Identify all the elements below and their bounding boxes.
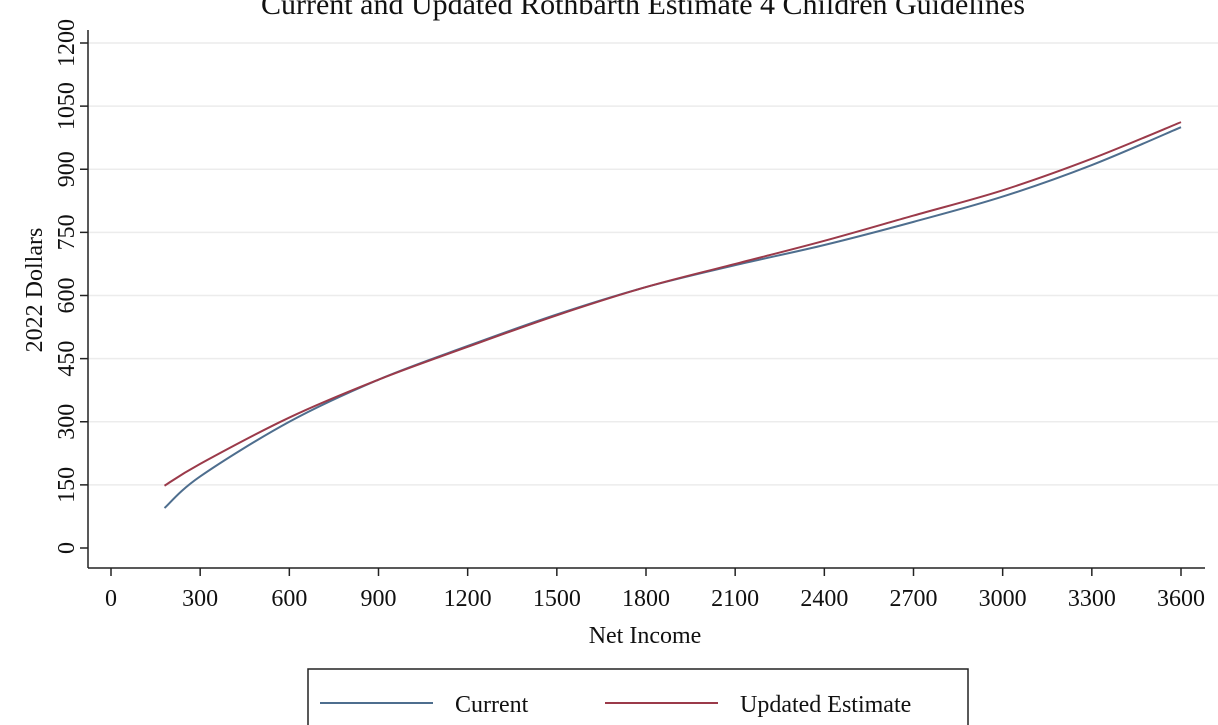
x-tick-label: 1200 [444, 586, 492, 612]
y-tick-label: 450 [54, 341, 80, 377]
y-tick-label: 0 [54, 542, 80, 554]
x-tick-label: 2100 [711, 586, 759, 612]
y-tick-label: 900 [54, 151, 80, 187]
y-axis-title: 2022 Dollars [22, 228, 48, 353]
x-tick-label: 300 [182, 586, 218, 612]
y-tick-label: 750 [54, 214, 80, 250]
legend: Current Updated Estimate [307, 668, 969, 725]
x-axis: 0 300 600 900 1200 1500 1800 2100 2400 2700 3000 33… [88, 567, 1205, 612]
y-axis: 0 150 300 450 600 750 900 1050 1200 [54, 19, 89, 568]
y-tick-label: 1200 [54, 19, 80, 67]
x-tick-label: 3600 [1157, 586, 1205, 612]
y-tick-label: 1050 [54, 82, 80, 130]
x-tick-label: 2400 [800, 586, 848, 612]
x-tick-label: 600 [271, 586, 307, 612]
y-tick-label: 150 [54, 467, 80, 503]
y-tick-label: 600 [54, 278, 80, 314]
plot-background [90, 40, 1218, 565]
legend-entry-updated-estimate-label: Updated Estimate [740, 692, 911, 718]
legend-entry-current-label: Current [455, 692, 529, 718]
series-line-updated-estimate [163, 121, 1182, 487]
gridlines [88, 42, 1218, 486]
series-lines [163, 121, 1182, 509]
x-tick-label: 0 [105, 586, 117, 612]
x-tick-label: 900 [361, 586, 397, 612]
x-tick-label: 2700 [890, 586, 938, 612]
y-tick-label: 300 [54, 404, 80, 440]
legend-box [307, 668, 969, 725]
x-axis-title: Net Income [589, 623, 702, 649]
x-tick-label: 3000 [979, 586, 1027, 612]
x-tick-label: 3300 [1068, 586, 1116, 612]
x-tick-label: 1500 [533, 586, 581, 612]
chart-title: Current and Updated Rothbarth Estimate 4… [261, 0, 1025, 21]
x-tick-label: 1800 [622, 586, 670, 612]
